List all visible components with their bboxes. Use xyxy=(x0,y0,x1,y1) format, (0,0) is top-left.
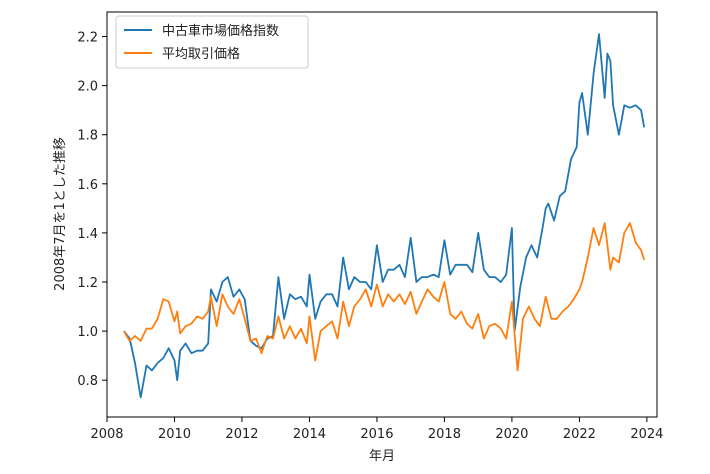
x-tick-label: 2012 xyxy=(225,427,258,442)
y-tick-label: 2.2 xyxy=(77,31,98,46)
legend-label-market-index: 中古車市場価格指数 xyxy=(162,23,279,39)
x-tick-label: 2020 xyxy=(495,427,528,442)
legend-label-average-price: 平均取引価格 xyxy=(162,46,240,62)
x-axis-title: 年月 xyxy=(369,449,395,464)
plot-frame xyxy=(106,11,658,418)
y-tick-label: 2.0 xyxy=(77,80,98,95)
x-tick-label: 2014 xyxy=(293,427,326,442)
x-tick-label: 2022 xyxy=(563,427,596,442)
x-tick-label: 2018 xyxy=(428,427,461,442)
x-tick-label: 2008 xyxy=(90,427,123,442)
y-axis-title: 2008年7月を1とした推移 xyxy=(53,137,68,291)
y-tick-label: 1.8 xyxy=(77,129,98,144)
y-axis: 0.8 1.0 1.2 1.4 1.6 1.8 2.0 2.2 xyxy=(77,31,107,389)
x-axis: 2008 2010 2012 2014 2016 2018 2020 2022 2024 xyxy=(90,417,663,442)
y-tick-label: 0.8 xyxy=(77,374,98,389)
y-tick-label: 1.2 xyxy=(77,276,98,291)
series-layer xyxy=(123,33,646,399)
y-tick-label: 1.6 xyxy=(77,178,98,193)
legend-box xyxy=(115,15,309,69)
legend: 中古車市場価格指数 平均取引価格 xyxy=(115,15,309,69)
x-tick-label: 2016 xyxy=(360,427,393,442)
x-tick-label: 2024 xyxy=(630,427,663,442)
series-line-average-price xyxy=(123,222,646,372)
x-tick-label: 2010 xyxy=(158,427,191,442)
y-tick-label: 1.4 xyxy=(77,227,98,242)
series-line-market-index xyxy=(123,33,646,399)
y-tick-label: 1.0 xyxy=(77,325,98,340)
